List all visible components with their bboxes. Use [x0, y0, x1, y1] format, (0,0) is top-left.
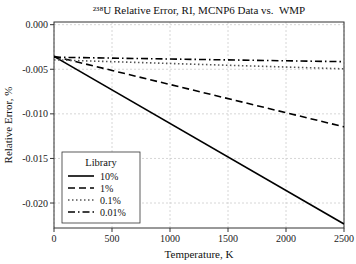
legend-swatch: [68, 199, 94, 201]
x-axis-label: Temperature, K: [165, 248, 234, 260]
y-tick: [50, 203, 54, 204]
legend-box: [62, 152, 140, 223]
legend-swatch: [68, 187, 94, 189]
y-tick: [50, 69, 54, 70]
x-tick: [286, 228, 287, 232]
grid: [54, 22, 344, 228]
legend-label: 0.1%: [100, 195, 121, 206]
x-tick: [170, 228, 171, 232]
y-tick: [50, 113, 54, 114]
chart: 0 500 1000 1500 2000 2500 0.000 -0.005 -0.010 -0.…: [0, 0, 356, 264]
series-line: [54, 56, 344, 224]
x-tick-label: 2500: [334, 233, 354, 244]
y-tick-label: -0.020: [22, 198, 48, 209]
x-tick-label: 500: [105, 233, 120, 244]
y-tick: [50, 158, 54, 159]
y-grid-line: [54, 69, 344, 70]
x-tick-label: 1000: [160, 233, 180, 244]
series-line: [54, 57, 344, 61]
legend-swatch: [68, 211, 94, 213]
y-grid-line: [54, 24, 344, 25]
legend-title: Library: [85, 157, 117, 168]
x-tick: [228, 228, 229, 232]
legend: Library 10%1%0.1%0.01%: [62, 152, 140, 223]
x-grid-line: [228, 22, 229, 228]
x-tick-label: 1500: [218, 233, 238, 244]
x-tick: [54, 228, 55, 232]
x-tick: [344, 228, 345, 232]
x-grid-line: [286, 22, 287, 228]
x-tick: [112, 228, 113, 232]
series-line: [54, 56, 344, 126]
lines: [54, 56, 344, 224]
legend-swatch: [68, 175, 94, 177]
title: ²³⁸U Relative Error, RI, MCNP6 Data vs. …: [93, 4, 305, 16]
legend-label: 0.01%: [100, 207, 126, 218]
y-tick-label: -0.015: [22, 153, 48, 164]
legend-label: 10%: [100, 171, 118, 182]
legend-label: 1%: [100, 183, 113, 194]
y-tick-label: 0.000: [26, 19, 49, 30]
y-tick: [50, 24, 54, 25]
y-grid-line: [54, 113, 344, 114]
x-grid-line: [170, 22, 171, 228]
y-axis-label: Relative Error, %: [2, 87, 14, 164]
y-tick-label: -0.010: [22, 108, 48, 119]
x-tick-label: 0: [52, 233, 57, 244]
y-tick-label: -0.005: [22, 64, 48, 75]
x-tick-label: 2000: [276, 233, 296, 244]
plot-frame: [54, 22, 344, 228]
